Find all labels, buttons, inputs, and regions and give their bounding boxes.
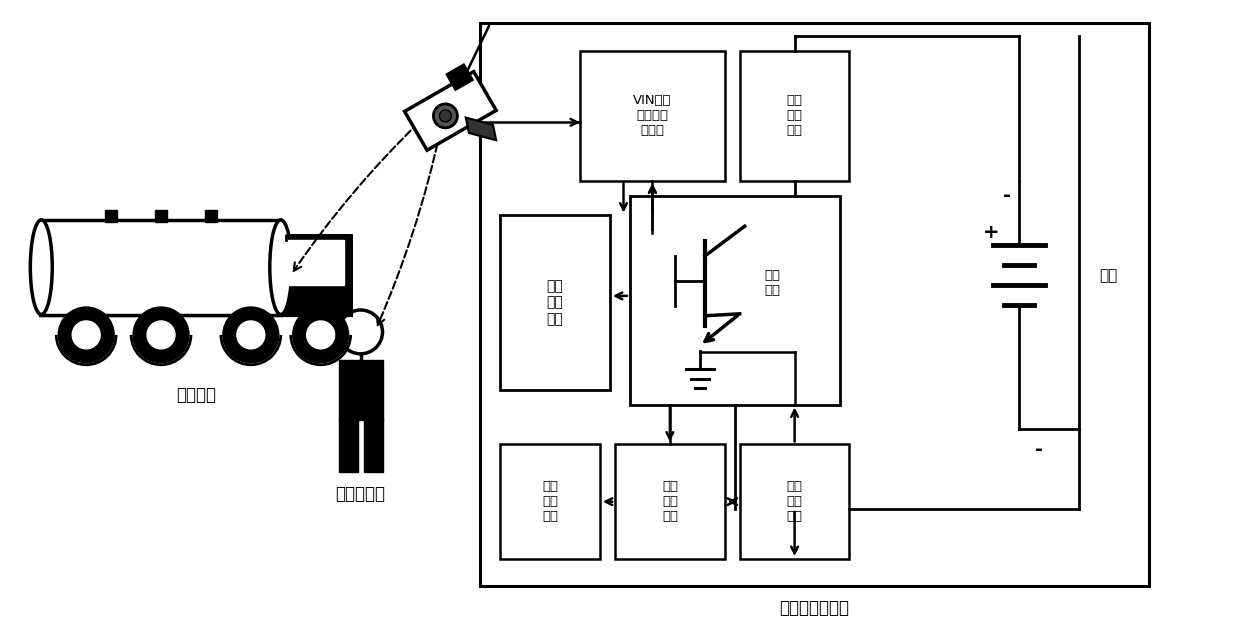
Bar bbox=[285, 240, 343, 285]
Circle shape bbox=[58, 307, 114, 363]
Text: 视频
识别
模块: 视频 识别 模块 bbox=[547, 280, 563, 326]
Bar bbox=[105, 211, 117, 223]
Text: VIN码及
注册用户
信息库: VIN码及 注册用户 信息库 bbox=[634, 95, 672, 137]
Circle shape bbox=[439, 110, 451, 122]
Text: 电动汽车充电桩: 电动汽车充电桩 bbox=[780, 599, 849, 617]
Text: -: - bbox=[1035, 440, 1043, 459]
Polygon shape bbox=[466, 118, 496, 140]
Circle shape bbox=[306, 321, 335, 349]
Bar bbox=[740, 445, 849, 559]
Bar bbox=[740, 51, 849, 181]
Bar bbox=[339, 418, 357, 472]
Text: 订单
管理
模块: 订单 管理 模块 bbox=[542, 480, 558, 523]
Text: +: + bbox=[983, 223, 999, 242]
Text: 充电汽车: 充电汽车 bbox=[176, 386, 216, 404]
Polygon shape bbox=[446, 65, 472, 90]
Bar bbox=[480, 23, 1148, 586]
Bar bbox=[339, 360, 382, 419]
Circle shape bbox=[237, 321, 265, 349]
Text: 电池: 电池 bbox=[1099, 268, 1117, 283]
Circle shape bbox=[148, 321, 175, 349]
Text: 接通
开关: 接通 开关 bbox=[764, 270, 780, 297]
Bar bbox=[500, 216, 610, 389]
Bar bbox=[580, 51, 724, 181]
Bar bbox=[630, 196, 839, 404]
Text: 充电
整流
模块: 充电 整流 模块 bbox=[786, 95, 802, 137]
Bar bbox=[363, 418, 382, 472]
Circle shape bbox=[293, 307, 348, 363]
Text: -: - bbox=[1003, 186, 1011, 205]
Circle shape bbox=[72, 321, 100, 349]
Circle shape bbox=[434, 104, 458, 128]
Bar bbox=[280, 235, 351, 315]
Text: 数据
处理
模块: 数据 处理 模块 bbox=[662, 480, 678, 523]
Bar bbox=[615, 445, 724, 559]
Bar bbox=[205, 211, 217, 223]
Bar bbox=[41, 221, 280, 315]
Circle shape bbox=[133, 307, 188, 363]
Bar bbox=[500, 445, 600, 559]
Polygon shape bbox=[404, 71, 496, 150]
Circle shape bbox=[223, 307, 279, 363]
Text: 控制
执行
模块: 控制 执行 模块 bbox=[786, 480, 802, 523]
Ellipse shape bbox=[270, 220, 291, 315]
Text: 充电驾驶员: 充电驾驶员 bbox=[336, 485, 386, 503]
Ellipse shape bbox=[30, 220, 52, 315]
Bar bbox=[155, 211, 167, 223]
